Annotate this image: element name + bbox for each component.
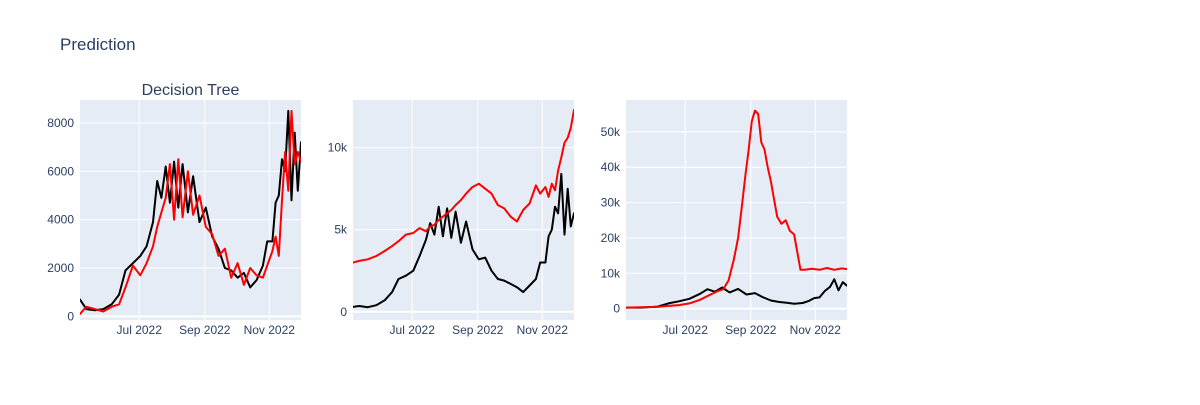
y-tick-label: 20k <box>601 231 621 245</box>
subplot-2: 0 5k 10k Jul 2022 Sep 2022 Nov 2022 <box>328 100 574 337</box>
subplot-3: 0 10k 20k 30k 40k 50k Jul 2022 Sep 2022 Nov 2022 <box>601 100 847 337</box>
x-tick-label: Jul 2022 <box>390 323 436 337</box>
y-tick-label: 10k <box>328 141 348 155</box>
subplot-panels: 0 2000 4000 6000 8000 Jul 2022 Sep 2022 Nov 202… <box>47 82 847 337</box>
series-group <box>626 109 847 309</box>
y-tick-label: 4000 <box>47 213 74 227</box>
y-tick-label: 5k <box>334 223 348 237</box>
subplot-1: 0 2000 4000 6000 8000 Jul 2022 Sep 2022 Nov 202… <box>47 82 301 337</box>
y-tick-label: 0 <box>340 305 347 319</box>
x-tick-label: Jul 2022 <box>663 323 709 337</box>
x-tick-label: Sep 2022 <box>179 323 231 337</box>
y-tick-label: 10k <box>601 266 621 280</box>
series-line-red <box>626 109 847 309</box>
y-tick-label: 30k <box>601 196 621 210</box>
series-line-red <box>80 109 301 315</box>
subplot-title: Decision Tree <box>142 82 240 99</box>
series-group <box>353 108 574 309</box>
y-tick-label: 0 <box>67 309 74 323</box>
x-tick-label: Nov 2022 <box>790 323 842 337</box>
x-tick-label: Nov 2022 <box>517 323 569 337</box>
series-group <box>80 109 301 315</box>
figure-title: Prediction <box>60 35 136 54</box>
x-tick-label: Nov 2022 <box>244 323 296 337</box>
y-tick-label: 40k <box>601 160 621 174</box>
y-tick-label: 0 <box>613 302 620 316</box>
plot-background <box>626 100 847 320</box>
x-tick-label: Jul 2022 <box>117 323 163 337</box>
y-tick-label: 6000 <box>47 164 74 178</box>
series-line-black <box>626 278 847 309</box>
x-tick-label: Sep 2022 <box>725 323 777 337</box>
plot-background <box>80 100 301 320</box>
series-line-red <box>353 108 574 264</box>
y-tick-label: 2000 <box>47 261 74 275</box>
series-line-black <box>353 172 574 309</box>
y-tick-label: 8000 <box>47 116 74 130</box>
y-tick-label: 50k <box>601 125 621 139</box>
x-tick-label: Sep 2022 <box>452 323 504 337</box>
plot-background <box>353 100 574 320</box>
